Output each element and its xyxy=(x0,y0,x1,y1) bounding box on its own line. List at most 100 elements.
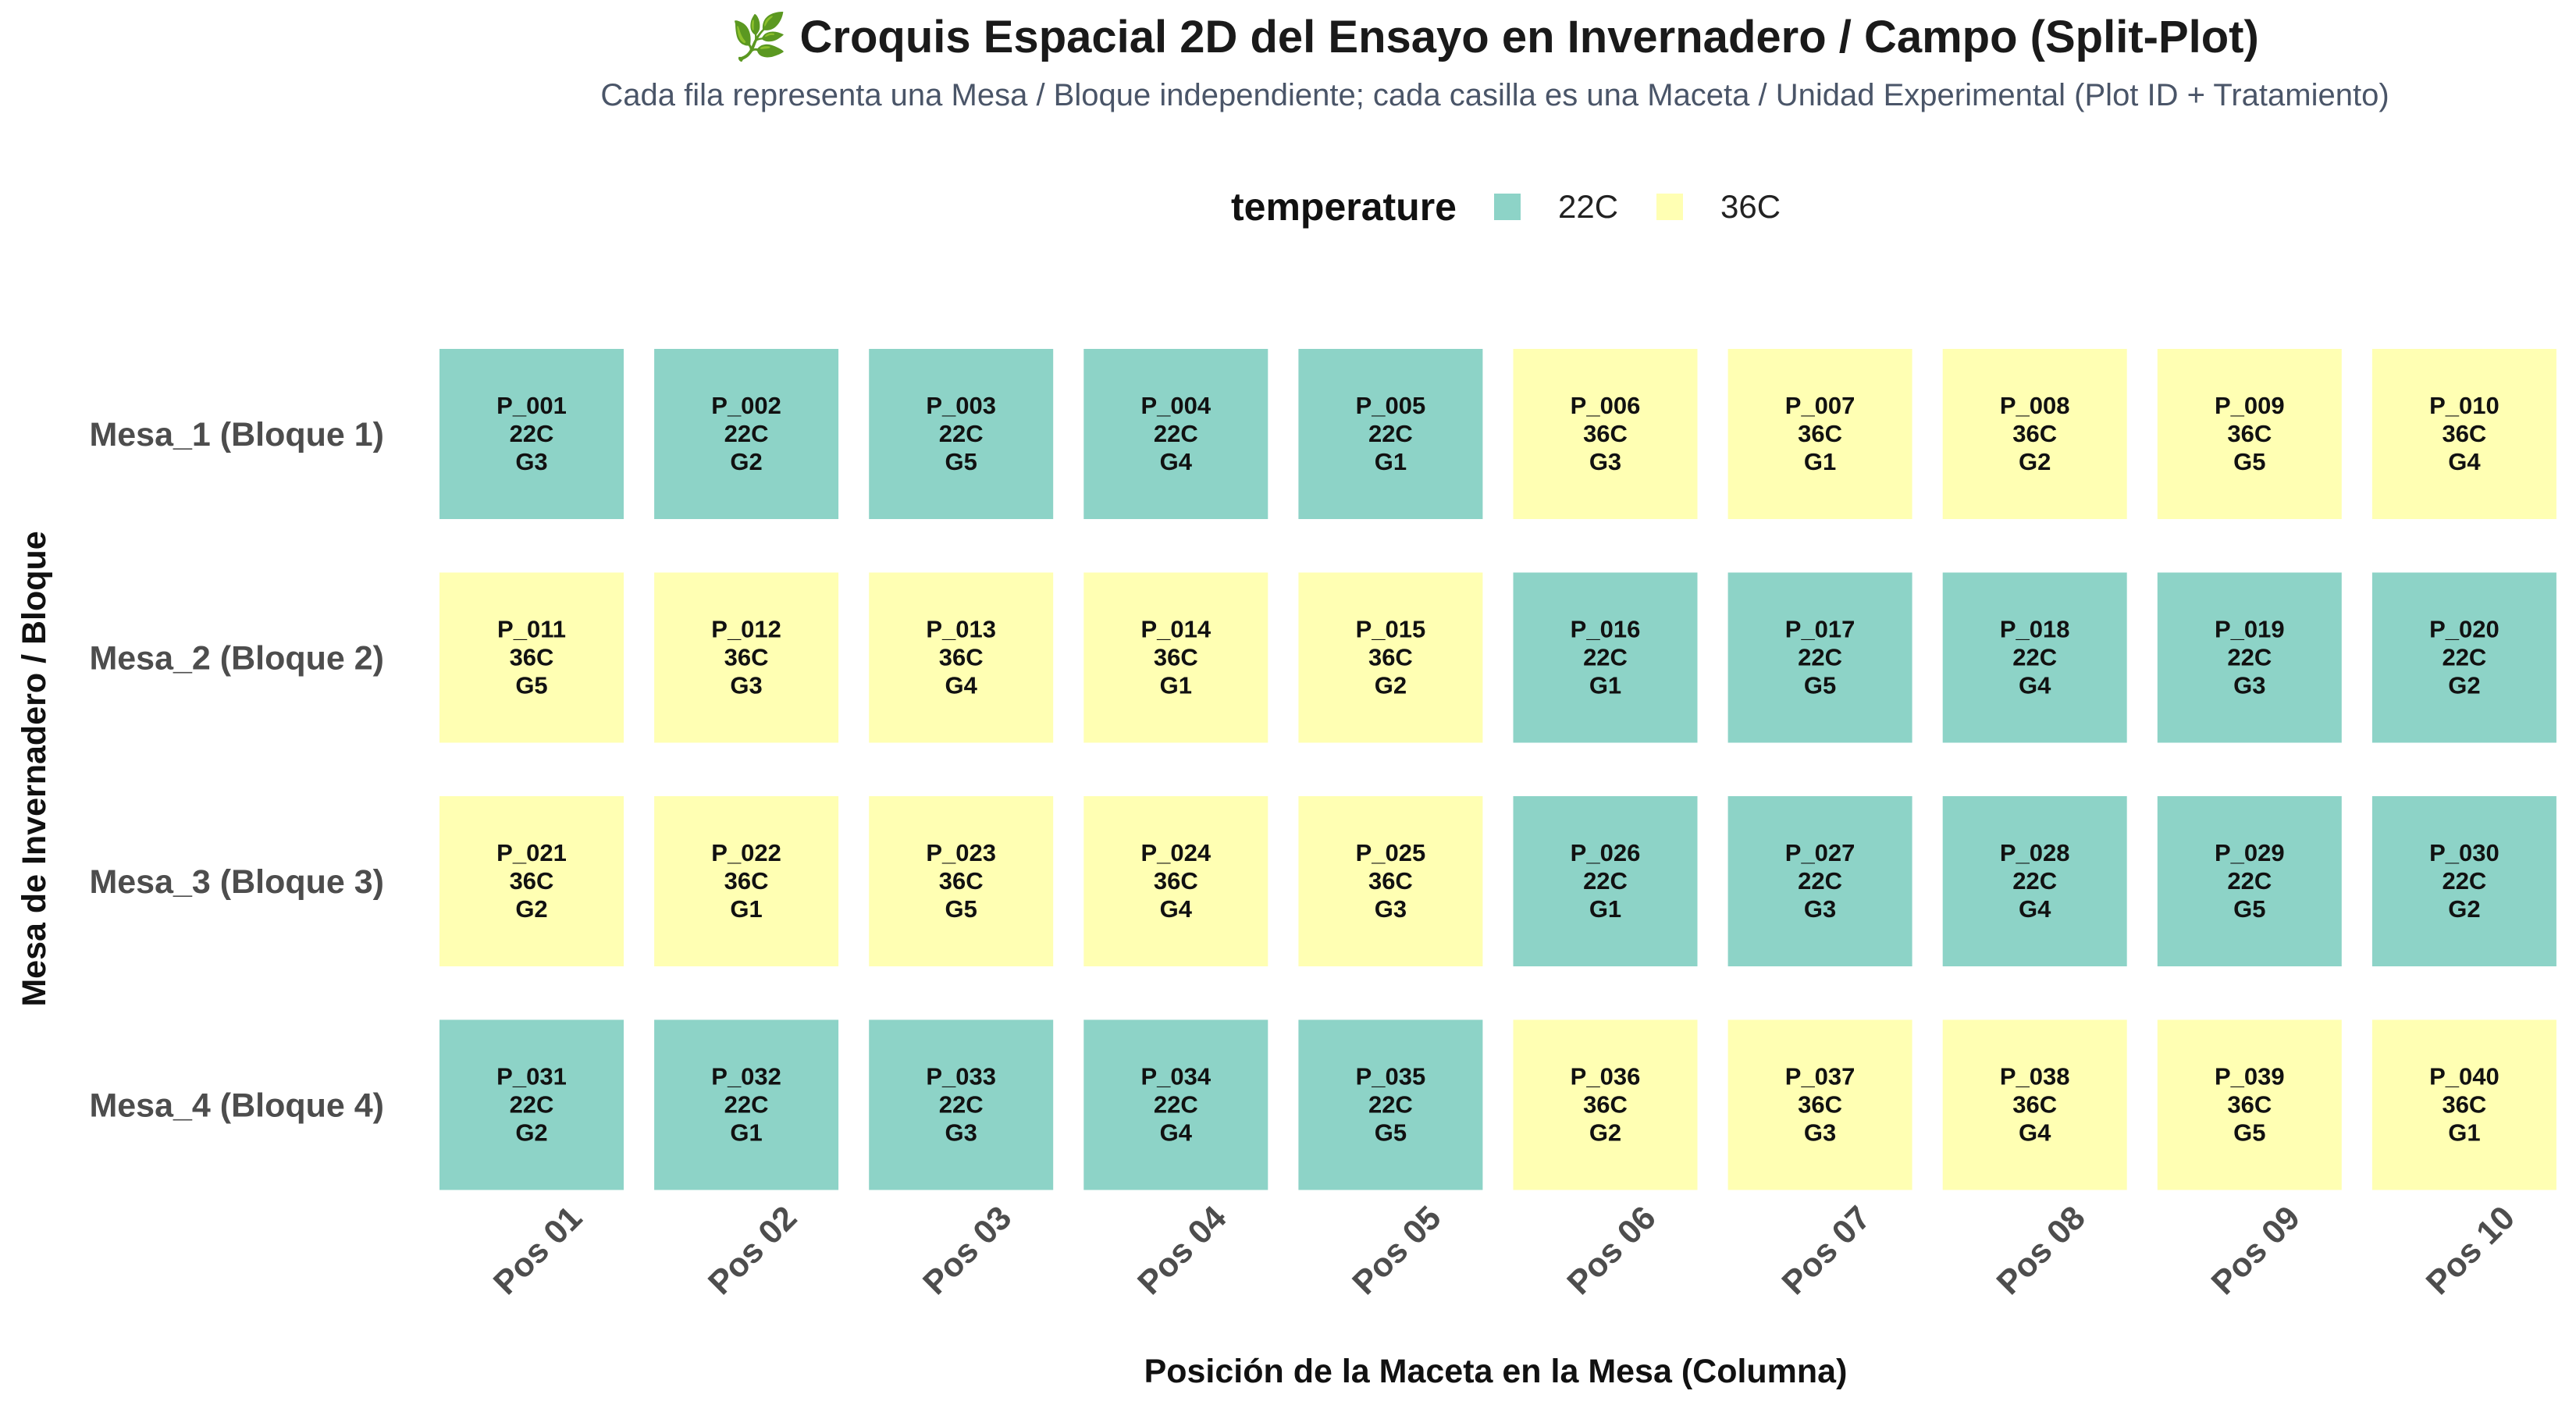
cell-tile xyxy=(2371,349,2556,519)
cell-plot-label: P_028 xyxy=(2000,839,2070,866)
cell-tile xyxy=(869,1019,1054,1190)
cell-temperature-label: 22C xyxy=(2012,867,2057,895)
cell-plot-label: P_017 xyxy=(1785,616,1856,643)
cell-genotype-label: G5 xyxy=(2233,1119,2265,1147)
cell-temperature-label: 22C xyxy=(510,1091,554,1119)
cell-tile xyxy=(439,572,624,743)
cell-genotype-label: G3 xyxy=(1804,895,1836,923)
x-tick-label: Pos 06 xyxy=(1560,1199,1663,1302)
cell-genotype-label: G2 xyxy=(730,448,762,475)
x-tick-label: Pos 10 xyxy=(2419,1199,2522,1302)
cell-plot-label: P_019 xyxy=(2215,616,2285,643)
x-tick-label: Pos 08 xyxy=(1990,1199,2093,1302)
cell-temperature-label: 36C xyxy=(1583,1091,1628,1119)
cell-genotype-label: G4 xyxy=(2448,448,2481,475)
cell-genotype-label: G5 xyxy=(945,895,977,923)
cell-tile xyxy=(2371,572,2556,743)
cell-tile xyxy=(654,796,839,966)
cell-temperature-label: 22C xyxy=(1368,1091,1413,1119)
y-tick-label: Mesa_4 (Bloque 4) xyxy=(89,1087,384,1125)
cell-genotype-label: G2 xyxy=(2448,895,2480,923)
cell-temperature-label: 22C xyxy=(2227,867,2272,895)
cell-temperature-label: 22C xyxy=(2442,867,2486,895)
x-tick-label: Pos 01 xyxy=(486,1199,589,1302)
cell-plot-label: P_040 xyxy=(2429,1063,2500,1090)
cell-plot-label: P_004 xyxy=(1140,392,1211,419)
cell-genotype-label: G3 xyxy=(730,672,762,699)
cell-temperature-label: 36C xyxy=(1583,420,1628,447)
cell-plot-label: P_020 xyxy=(2429,616,2500,643)
cell-temperature-label: 22C xyxy=(1154,420,1198,447)
x-axis-label: Posición de la Maceta en la Mesa (Column… xyxy=(1144,1353,1848,1390)
cell-plot-label: P_030 xyxy=(2429,839,2500,866)
cell-plot-label: P_025 xyxy=(1356,839,1426,866)
cell-temperature-label: 22C xyxy=(2227,644,2272,671)
cell-tile xyxy=(1298,572,1483,743)
cell-tile xyxy=(1942,1019,2127,1190)
x-axis-tick-labels: Pos 01 Pos 02 Pos 03 Pos 04 Pos 05 Pos 06 Pos … xyxy=(486,1199,2522,1302)
cell-plot-label: P_007 xyxy=(1785,392,1856,419)
cell-genotype-label: G1 xyxy=(1589,895,1621,923)
cell-temperature-label: 22C xyxy=(1583,644,1628,671)
cell-plot-label: P_022 xyxy=(711,839,781,866)
cell-genotype-label: G3 xyxy=(2233,672,2265,699)
cell-genotype-label: G2 xyxy=(515,895,547,923)
cell-temperature-label: 22C xyxy=(2442,644,2486,671)
cell-temperature-label: 22C xyxy=(724,1091,769,1119)
cell-genotype-label: G5 xyxy=(1804,672,1836,699)
cell-genotype-label: G3 xyxy=(1375,895,1407,923)
cell-temperature-label: 36C xyxy=(1154,644,1198,671)
cell-tile xyxy=(439,1019,624,1190)
cell-temperature-label: 36C xyxy=(1368,867,1413,895)
cell-temperature-label: 36C xyxy=(724,867,769,895)
cell-tile xyxy=(1298,796,1483,966)
cell-temperature-label: 22C xyxy=(510,420,554,447)
cell-genotype-label: G1 xyxy=(2448,1119,2480,1147)
cell-genotype-label: G5 xyxy=(945,448,977,475)
cell-plot-label: P_001 xyxy=(496,392,567,419)
cell-plot-label: P_008 xyxy=(2000,392,2070,419)
cell-plot-label: P_015 xyxy=(1356,616,1426,643)
cell-genotype-label: G4 xyxy=(945,672,978,699)
y-tick-label: Mesa_3 (Bloque 3) xyxy=(89,863,384,901)
cell-temperature-label: 36C xyxy=(1368,644,1413,671)
y-tick-label: Mesa_1 (Bloque 1) xyxy=(89,416,384,454)
cell-genotype-label: G3 xyxy=(1804,1119,1836,1147)
x-tick-label: Pos 04 xyxy=(1130,1199,1233,1302)
cell-temperature-label: 36C xyxy=(510,644,554,671)
cell-temperature-label: 22C xyxy=(2012,644,2057,671)
cell-temperature-label: 22C xyxy=(939,1091,984,1119)
cell-genotype-label: G3 xyxy=(1589,448,1621,475)
cell-temperature-label: 22C xyxy=(939,420,984,447)
cell-temperature-label: 36C xyxy=(1798,1091,1842,1119)
cell-tile xyxy=(1942,572,2127,743)
cell-tile xyxy=(2157,1019,2342,1190)
cell-temperature-label: 36C xyxy=(2227,1091,2272,1119)
cell-plot-label: P_029 xyxy=(2215,839,2285,866)
x-tick-label: Pos 03 xyxy=(916,1199,1019,1302)
cell-temperature-label: 22C xyxy=(1798,867,1842,895)
cell-temperature-label: 36C xyxy=(724,644,769,671)
cell-temperature-label: 36C xyxy=(2442,420,2486,447)
cell-plot-label: P_035 xyxy=(1356,1063,1426,1090)
cell-temperature-label: 36C xyxy=(2227,420,2272,447)
cell-plot-label: P_010 xyxy=(2429,392,2500,419)
cell-genotype-label: G2 xyxy=(515,1119,547,1147)
